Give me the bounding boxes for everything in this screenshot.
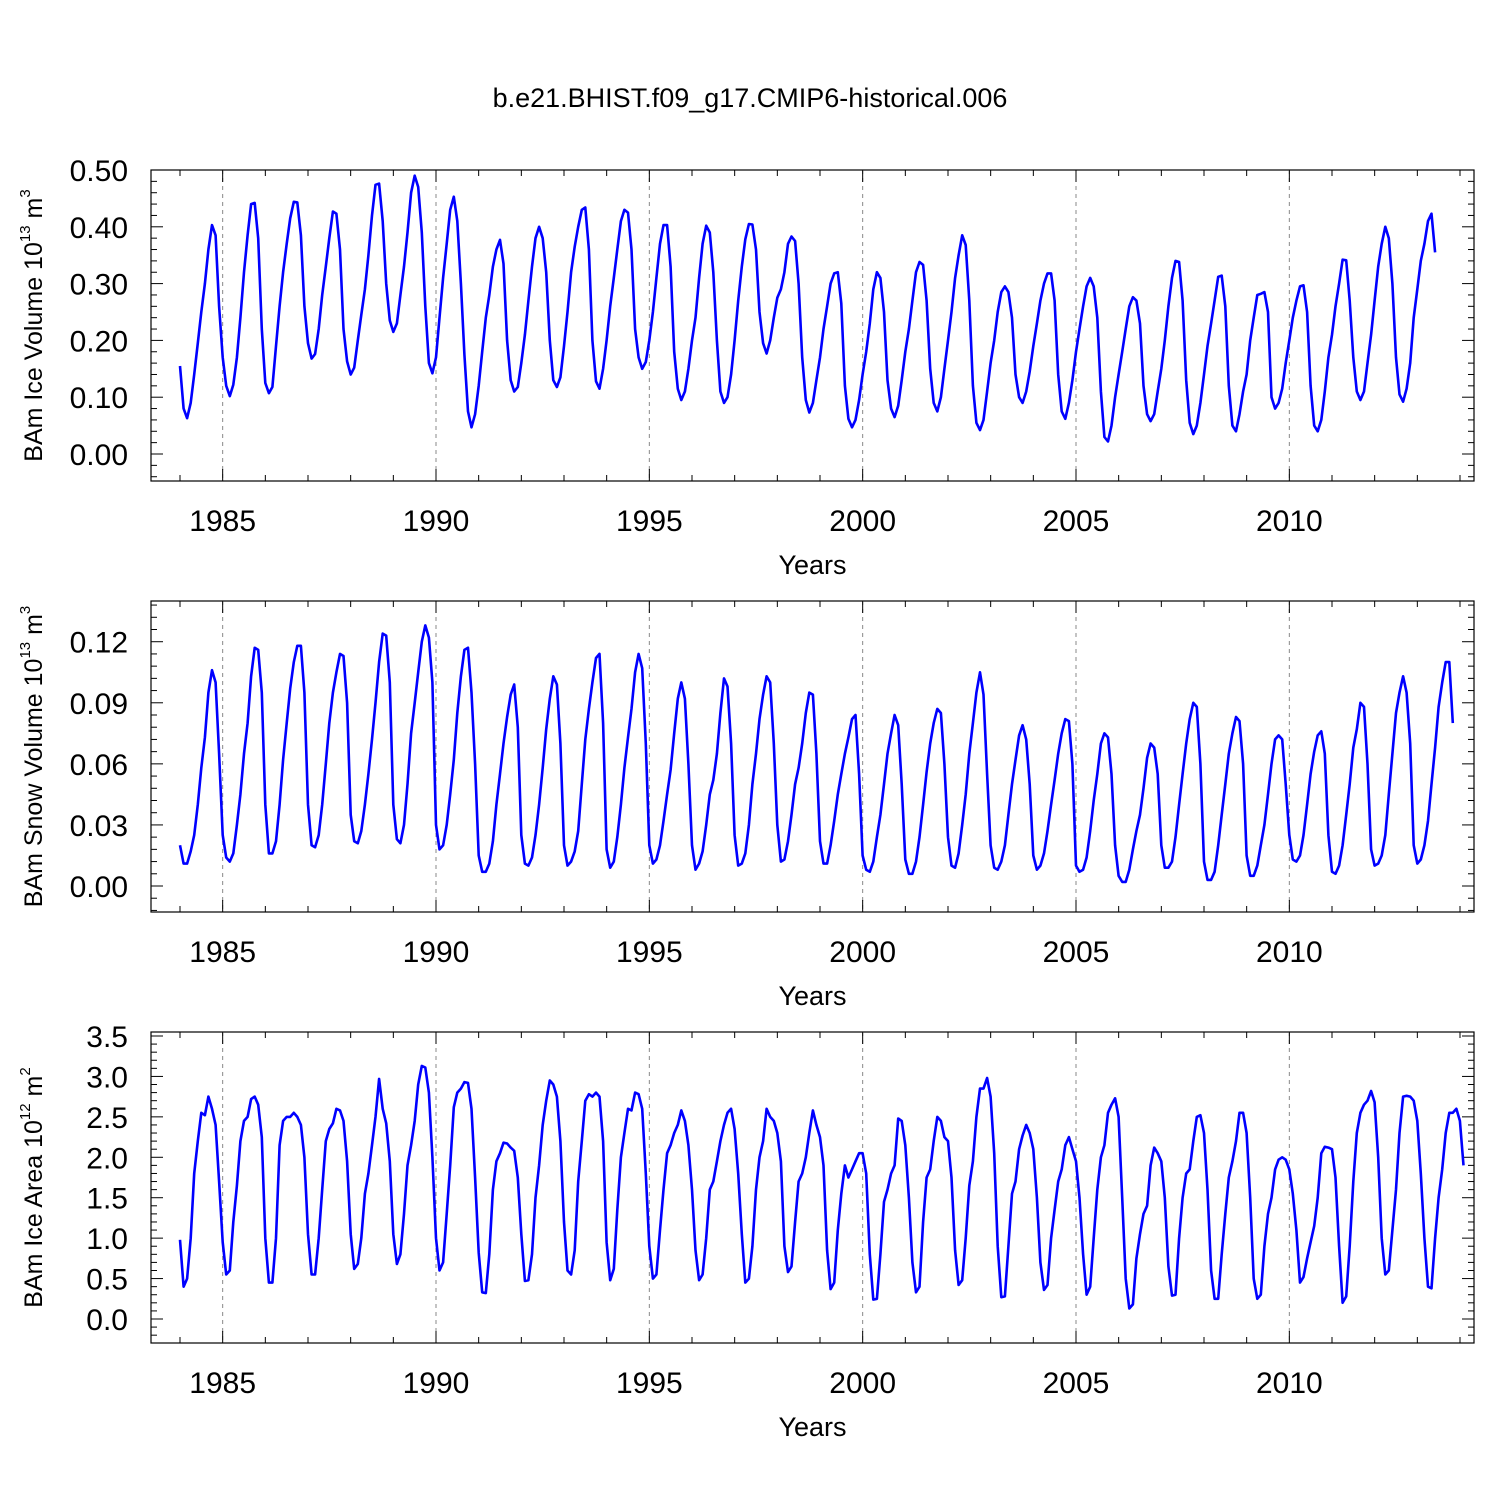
series-line <box>178 174 1437 443</box>
x-axis-title: Years <box>778 1412 846 1442</box>
y-tick-label: 0.09 <box>70 688 128 721</box>
y-tick-label: 0.30 <box>70 269 128 302</box>
x-axis-title: Years <box>778 550 846 580</box>
x-tick-label: 2010 <box>1256 936 1323 969</box>
y-tick-label: 0.12 <box>70 627 128 660</box>
x-tick-label: 1990 <box>403 936 470 969</box>
x-tick-label: 2010 <box>1256 1367 1323 1400</box>
series-line <box>178 624 1455 884</box>
x-tick-label: 2005 <box>1043 505 1110 538</box>
x-tick-label: 2000 <box>829 505 896 538</box>
x-tick-label: 1995 <box>616 1367 683 1400</box>
series-line <box>178 1064 1465 1310</box>
chart-panels: 0.00 0.10 0.20 0.30 0.40 0.50 1985 1990 1995 2000… <box>17 155 1475 1442</box>
plot-frame <box>150 600 1475 913</box>
x-tick-label: 1985 <box>189 1367 256 1400</box>
ice-volume-panel: 0.00 0.10 0.20 0.30 0.40 0.50 1985 1990 1995 2000… <box>17 155 1475 580</box>
x-tick-label: 1995 <box>616 505 683 538</box>
x-tick-label: 1990 <box>403 505 470 538</box>
x-tick-label: 2000 <box>829 1367 896 1400</box>
plot-frame <box>150 1031 1475 1344</box>
y-tick-label: 0.5 <box>86 1264 128 1297</box>
y-tick-label: 0.00 <box>70 871 128 904</box>
y-tick-label: 0.20 <box>70 325 128 358</box>
y-tick-label: 3.0 <box>86 1061 128 1094</box>
x-tick-label: 2005 <box>1043 1367 1110 1400</box>
x-tick-label: 2005 <box>1043 936 1110 969</box>
y-tick-label: 0.10 <box>70 382 128 415</box>
y-tick-label: 1.0 <box>86 1223 128 1256</box>
x-tick-label: 2010 <box>1256 505 1323 538</box>
x-tick-label: 1990 <box>403 1367 470 1400</box>
x-tick-label: 1985 <box>189 505 256 538</box>
x-tick-label: 2000 <box>829 936 896 969</box>
y-tick-label: 2.0 <box>86 1142 128 1175</box>
y-tick-label: 3.5 <box>86 1021 128 1054</box>
y-tick-label: 0.0 <box>86 1304 128 1337</box>
y-tick-label: 2.5 <box>86 1102 128 1135</box>
y-tick-label: 0.06 <box>70 749 128 782</box>
snow-volume-panel: 0.00 0.03 0.06 0.09 0.12 1985 1990 1995 2000 2005… <box>17 600 1475 1011</box>
y-axis-title: BAm Ice Area 1012 m2 <box>17 1067 48 1307</box>
y-tick-label: 1.5 <box>86 1183 128 1216</box>
x-tick-label: 1985 <box>189 936 256 969</box>
x-tick-label: 1995 <box>616 936 683 969</box>
y-tick-label: 0.50 <box>70 155 128 188</box>
plot-frame <box>150 169 1475 482</box>
y-tick-label: 0.03 <box>70 810 128 843</box>
y-tick-label: 0.00 <box>70 439 128 472</box>
y-tick-label: 0.40 <box>70 212 128 245</box>
x-axis-title: Years <box>778 981 846 1011</box>
ice-area-panel: 0.0 0.5 1.0 1.5 2.0 2.5 3.0 3.5 1985 1990 1995 2000… <box>17 1021 1475 1442</box>
figure-title: b.e21.BHIST.f09_g17.CMIP6-historical.006 <box>493 83 1008 113</box>
y-axis-title: BAm Ice Volume 1013 m3 <box>17 189 48 461</box>
y-axis-title: BAm Snow Volume 1013 m3 <box>17 606 48 908</box>
